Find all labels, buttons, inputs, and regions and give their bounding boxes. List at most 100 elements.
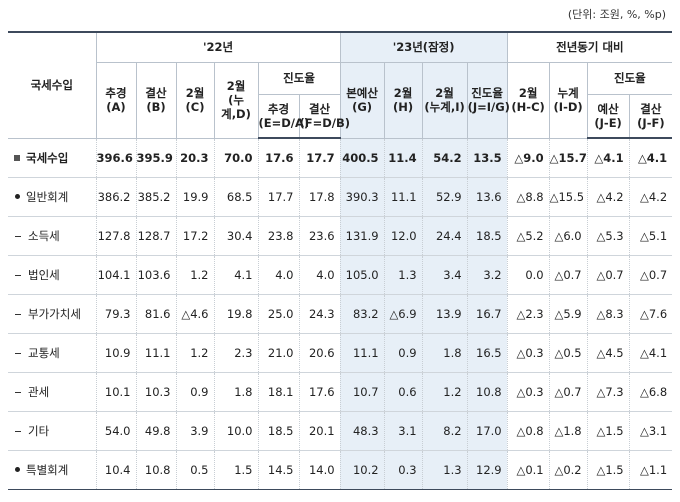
table-cell: 18.5 [466, 216, 508, 256]
table-cell: 10.4 [95, 450, 136, 491]
table-cell: 18.5 [257, 411, 299, 452]
table-cell: 52.9 [421, 177, 468, 217]
table-cell: 10.3 [135, 372, 176, 413]
table-cell: 18.1 [257, 372, 299, 413]
table-cell: 1.2 [421, 372, 468, 413]
header-text: (B) [146, 100, 166, 114]
header-text: (G) [352, 100, 373, 114]
table-cell: 30.4 [213, 216, 258, 256]
table-cell: △0.8 [506, 411, 550, 452]
table-cell: 0.0 [506, 255, 550, 295]
table-cell: 12.0 [383, 216, 423, 256]
header-col: 결산 (B) [135, 61, 177, 139]
table-cell: 20.3 [175, 138, 214, 178]
table-row: 기타 54.0 49.8 3.9 10.0 18.5 20.1 48.3 3.1 8.2 17.0 △… [8, 411, 673, 452]
table-cell: 128.7 [135, 216, 176, 256]
header-text: 본예산 [346, 86, 378, 100]
table-cell: 11.4 [383, 138, 423, 178]
table-cell: 131.9 [339, 216, 385, 256]
table-cell: △0.3 [506, 333, 550, 374]
table-cell: 3.9 [175, 411, 214, 452]
table-cell: △8.8 [506, 177, 550, 217]
row-label-text: 기타 [28, 424, 50, 439]
header-progress-2022: 진도율 [257, 61, 341, 95]
row-label-text: 부가가치세 [28, 306, 81, 321]
table-cell: 105.0 [339, 255, 385, 295]
table-cell: 4.1 [213, 255, 258, 295]
table-cell: △1.5 [586, 450, 630, 491]
header-group-2023: '23년(잠정) [339, 31, 508, 63]
table-cell: △6.9 [383, 294, 423, 334]
table-cell: 1.8 [421, 333, 468, 374]
row-label-text: 교통세 [28, 346, 60, 361]
table-cell: 4.0 [257, 255, 299, 295]
table-cell: 25.0 [257, 294, 299, 334]
row-label: 법인세 [8, 255, 96, 295]
table-cell: 11.1 [339, 333, 385, 374]
header-text: 2월 [226, 79, 246, 93]
table-cell: 127.8 [95, 216, 136, 256]
table-cell: 1.3 [421, 450, 468, 491]
table-cell: 70.0 [213, 138, 258, 178]
header-text: (I-D) [553, 100, 583, 114]
table-cell: 10.7 [339, 372, 385, 413]
row-label: 일반회계 [8, 177, 96, 217]
table-cell: △0.7 [548, 255, 588, 295]
dot-bullet-icon [15, 467, 20, 473]
table-cell: △9.0 [506, 138, 550, 178]
table-cell: 48.3 [339, 411, 385, 452]
table-cell: 54.2 [421, 138, 468, 178]
table-cell: 103.6 [135, 255, 176, 295]
table-cell: △1.8 [548, 411, 588, 452]
table-cell: 17.2 [175, 216, 214, 256]
header-col: 추경 (E=D/A) [257, 93, 310, 139]
table-cell: △0.7 [548, 372, 588, 413]
header-text: 누계 [557, 86, 579, 100]
row-label: 특별회계 [8, 450, 96, 491]
table-cell: 0.3 [383, 450, 423, 491]
table-cell: 17.6 [298, 372, 341, 413]
table-row: 법인세 104.1 103.6 1.2 4.1 4.0 4.0 105.0 1.3 3.4 3.2 0… [8, 255, 673, 295]
header-col: 2월 (H) [383, 61, 423, 139]
dash-bullet-icon [15, 353, 21, 355]
table-cell: 17.7 [257, 177, 299, 217]
table-cell: 0.9 [175, 372, 214, 413]
table-cell: 23.8 [257, 216, 299, 256]
table-cell: 10.9 [95, 333, 136, 374]
table-row: 부가가치세 79.3 81.6 △4.6 19.8 25.0 24.3 83.2 △6.9 13.… [8, 294, 673, 334]
header-text: (J=I/G) [467, 100, 510, 114]
table-cell: 10.0 [213, 411, 258, 452]
row-label-text: 소득세 [28, 228, 60, 243]
header-col: 진도율 (J=I/G) [466, 61, 510, 139]
header-col: 2월 (누계,I) [421, 61, 468, 139]
table-row: 일반회계 386.2 385.2 19.9 68.5 17.7 17.8 390.3 11.1 5… [8, 177, 673, 217]
table-cell: 1.8 [213, 372, 258, 413]
table-cell: 1.3 [383, 255, 423, 295]
table-cell: △0.3 [506, 372, 550, 413]
table-cell: 19.8 [213, 294, 258, 334]
table-cell: △5.3 [586, 216, 630, 256]
row-label-text: 법인세 [28, 267, 60, 282]
table-cell: △0.5 [548, 333, 588, 374]
table-cell: 4.0 [298, 255, 341, 295]
header-text: 결산 [145, 86, 167, 100]
dash-bullet-icon [15, 392, 21, 394]
table-cell: 1.2 [175, 255, 214, 295]
row-label-text: 일반회계 [26, 189, 69, 204]
header-text: 2월 [435, 86, 454, 100]
table-cell: 49.8 [135, 411, 176, 452]
header-text: (C) [185, 100, 205, 114]
table-cell: 400.5 [339, 138, 385, 178]
header-text: (누계,I) [424, 100, 465, 114]
header-text: 2월 [393, 86, 413, 100]
table-cell: 21.0 [257, 333, 299, 374]
table-cell: △6.8 [628, 372, 673, 413]
table-cell: △4.1 [628, 333, 673, 374]
header-col: 결산 (F=D/B) [298, 93, 350, 139]
header-text: (E=D/A) [258, 115, 310, 130]
row-label: 국세수입 [8, 138, 96, 178]
row-label: 부가가치세 [8, 294, 96, 334]
header-text: (누계,D) [221, 93, 251, 121]
table-cell: △15.7 [548, 138, 588, 178]
header-text: 결산 [308, 101, 331, 116]
